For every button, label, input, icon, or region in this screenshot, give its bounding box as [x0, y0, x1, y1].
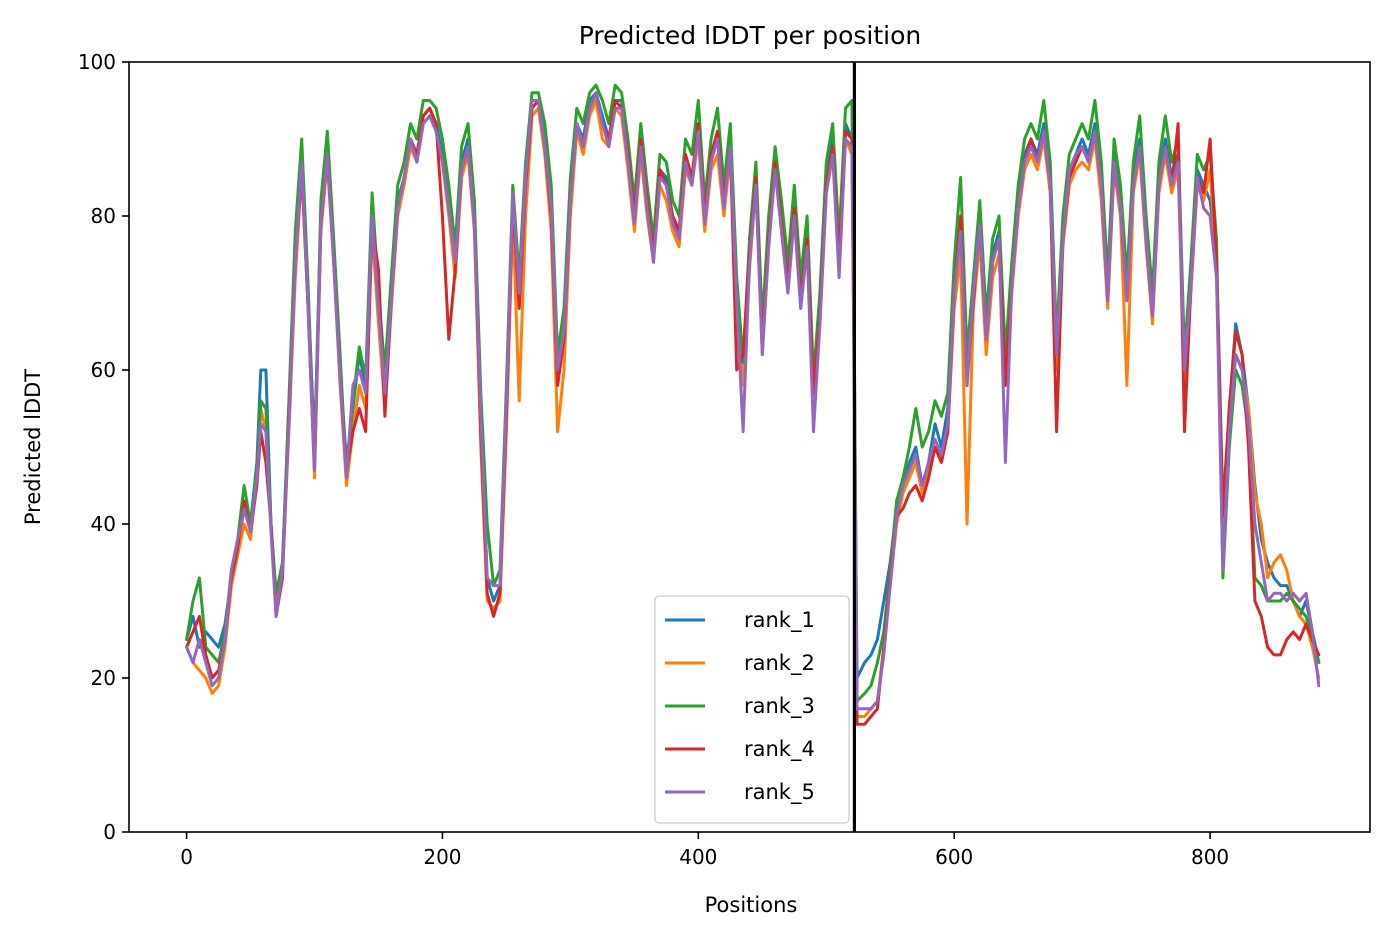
x-tick-label: 800: [1191, 845, 1229, 869]
y-tick-label: 100: [78, 50, 116, 74]
x-tick-label: 0: [180, 845, 193, 869]
x-tick-label: 400: [679, 845, 717, 869]
y-axis-title: Predicted lDDT: [21, 369, 45, 525]
y-tick-label: 80: [91, 204, 116, 228]
legend-label-rank-1: rank_1: [744, 608, 815, 633]
legend-label-rank-4: rank_4: [744, 737, 815, 762]
legend: rank_1 rank_2 rank_3 rank_4 rank_5: [654, 595, 850, 824]
legend-label-rank-2: rank_2: [744, 651, 815, 676]
legend-label-rank-3: rank_3: [744, 694, 815, 719]
y-tick-label: 60: [91, 358, 116, 382]
x-tick-label: 200: [423, 845, 461, 869]
legend-label-rank-5: rank_5: [744, 780, 815, 805]
series-line-rank-5: [185, 91, 1321, 711]
axes-layer: 0 200 400 600 800 0 20 40 60 80 100: [78, 50, 1371, 869]
series-layer: [185, 83, 1321, 726]
x-tick-label: 600: [935, 845, 973, 869]
y-tick-label: 20: [91, 666, 116, 690]
legend-box: [654, 595, 850, 824]
y-tick-label: 0: [103, 820, 116, 844]
chart-title: Predicted lDDT per position: [579, 21, 921, 50]
plot-frame: [128, 61, 1371, 833]
y-tick-label: 40: [91, 512, 116, 536]
x-axis-title: Positions: [705, 893, 798, 917]
